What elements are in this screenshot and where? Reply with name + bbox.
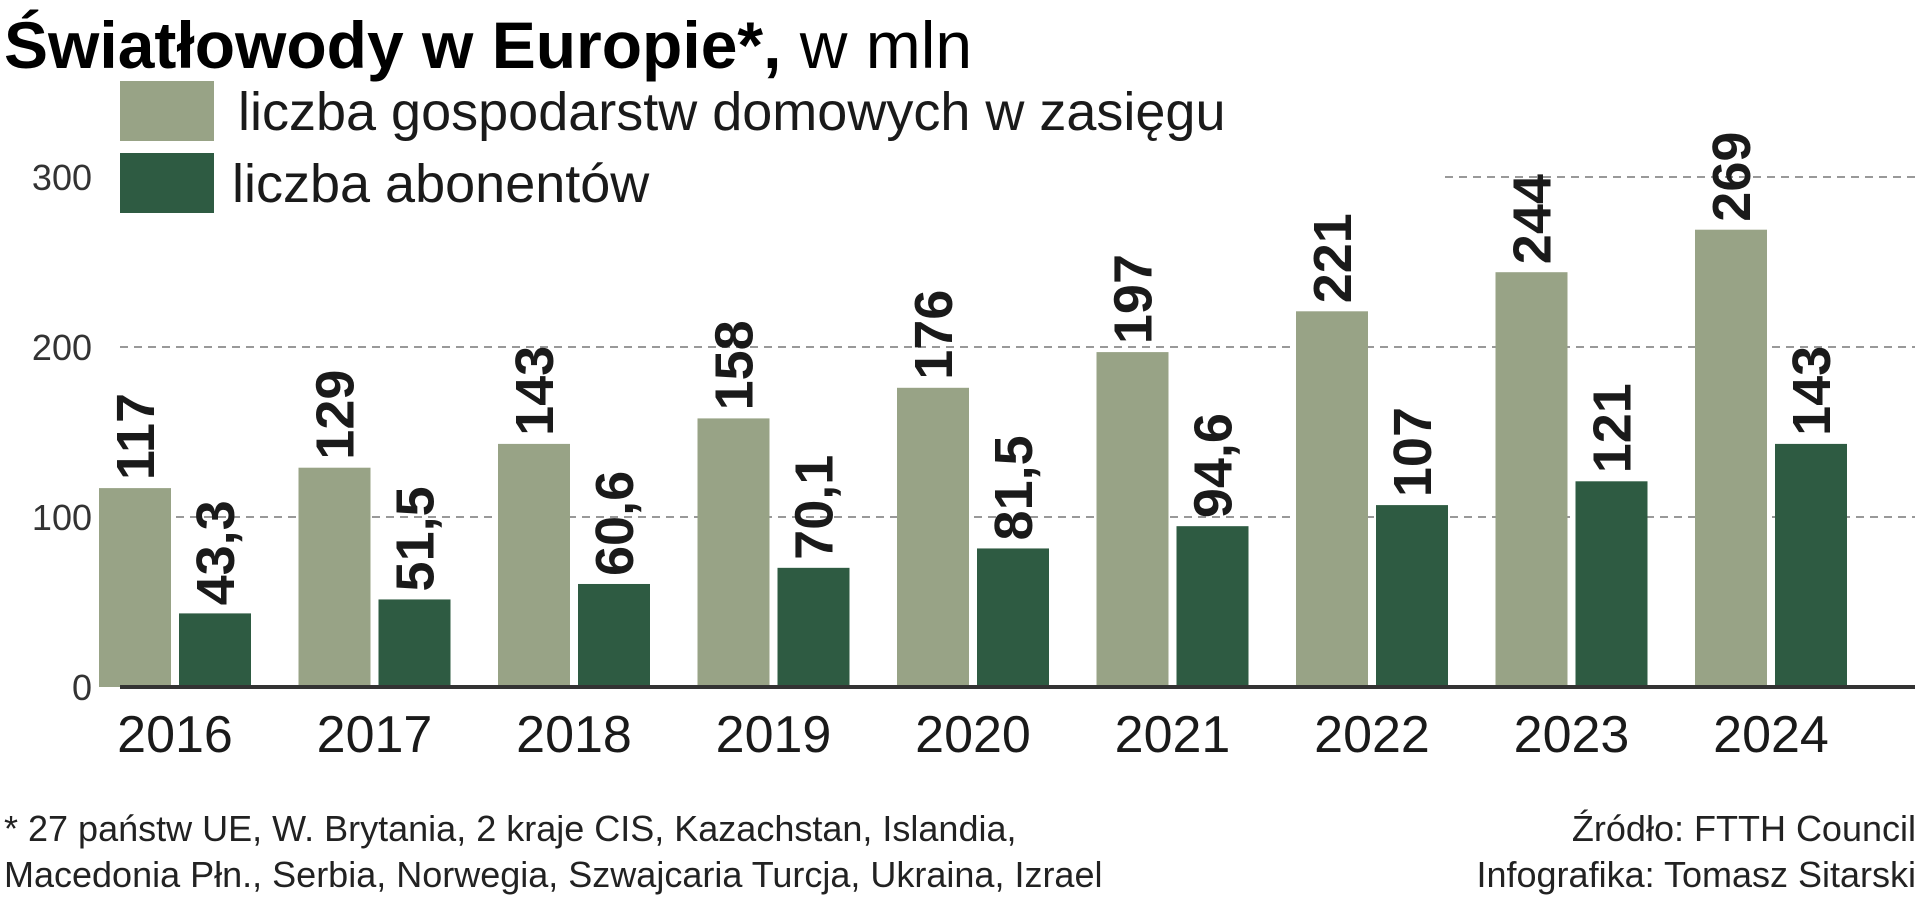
bars: 117 129 143 158 176 197 221 244 269 43,3 51,5 60,6 7…	[99, 132, 1847, 687]
x-tick-label-2019: 2019	[716, 706, 832, 764]
bar-subscribers-2024	[1775, 443, 1847, 687]
value-label-subscribers-2016: 43,3	[186, 500, 246, 605]
bar-subscribers-2023	[1575, 481, 1648, 687]
value-label-households-2019: 158	[705, 320, 765, 410]
x-tick-label-2017: 2017	[317, 706, 433, 764]
value-label-subscribers-2019: 70,1	[785, 455, 845, 560]
value-label-households-2020: 176	[904, 290, 964, 380]
bar-subscribers-2020	[977, 548, 1049, 687]
value-label-households-2023: 244	[1503, 174, 1563, 264]
bar-subscribers-2021	[1176, 526, 1249, 687]
y-tick-label-300: 300	[32, 157, 92, 198]
value-label-subscribers-2023: 121	[1583, 383, 1643, 473]
value-label-households-2016: 117	[106, 393, 166, 480]
bar-households-2024	[1695, 229, 1767, 687]
gridlines	[120, 176, 1915, 518]
value-label-households-2024: 269	[1702, 132, 1762, 222]
bar-households-2018	[498, 443, 570, 687]
value-label-subscribers-2021: 94,6	[1184, 413, 1244, 518]
bar-households-2016	[99, 488, 171, 687]
author-credit: Infografika: Tomasz Sitarski	[1476, 854, 1916, 895]
chart-title-unit: w mln	[781, 8, 972, 82]
value-label-subscribers-2018: 60,6	[585, 471, 645, 576]
y-tick-label-0: 0	[72, 667, 92, 708]
source-credit: Źródło: FTTH Council	[1571, 808, 1916, 849]
x-tick-label-2016: 2016	[117, 706, 233, 764]
footnote-line-2: Macedonia Płn., Serbia, Norwegia, Szwajc…	[4, 854, 1103, 895]
bar-subscribers-2018	[578, 583, 650, 687]
value-label-subscribers-2020: 81,5	[984, 435, 1044, 540]
chart-title-bold: Światłowody w Europie*,	[4, 8, 781, 82]
y-tick-label-100: 100	[32, 497, 92, 538]
credits: Źródło: FTTH Council Infografika: Tomasz…	[1476, 806, 1916, 898]
value-label-households-2017: 129	[306, 370, 366, 460]
value-label-households-2018: 143	[505, 346, 565, 436]
bar-households-2020	[897, 387, 969, 687]
value-label-subscribers-2017: 51,5	[386, 486, 446, 591]
value-label-households-2022: 221	[1303, 213, 1363, 303]
bar-subscribers-2016	[179, 613, 251, 687]
footnote: * 27 państw UE, W. Brytania, 2 kraje CIS…	[4, 806, 1102, 898]
bar-subscribers-2017	[378, 599, 451, 687]
legend-label-subscribers: liczba abonentów	[232, 154, 650, 214]
legend: liczba gospodarstw domowych w zasięgu lic…	[120, 81, 1225, 214]
legend-swatch-subscribers	[120, 153, 214, 213]
bar-households-2017	[298, 467, 371, 687]
x-tick-label-2024: 2024	[1713, 706, 1829, 764]
bar-households-2019	[697, 418, 770, 687]
bar-households-2023	[1495, 272, 1568, 687]
value-label-subscribers-2022: 107	[1383, 407, 1443, 497]
bar-households-2021	[1096, 352, 1169, 687]
legend-swatch-households	[120, 81, 214, 141]
footnote-line-1: * 27 państw UE, W. Brytania, 2 kraje CIS…	[4, 808, 1017, 849]
bar-households-2022	[1296, 311, 1368, 687]
x-tick-label-2020: 2020	[915, 706, 1031, 764]
chart-title: Światłowody w Europie*, w mln	[4, 8, 972, 82]
x-tick-label-2023: 2023	[1514, 706, 1630, 764]
x-tick-label-2018: 2018	[516, 706, 632, 764]
legend-label-households: liczba gospodarstw domowych w zasięgu	[238, 82, 1225, 142]
bar-subscribers-2019	[777, 567, 850, 687]
value-label-subscribers-2024: 143	[1782, 346, 1842, 436]
value-label-households-2021: 197	[1104, 254, 1164, 344]
axes: 0 100 200 300 2016 2017 2018 2019 2020 2021 2022 20…	[32, 157, 1915, 764]
x-tick-label-2022: 2022	[1314, 706, 1430, 764]
x-tick-label-2021: 2021	[1115, 706, 1231, 764]
bar-subscribers-2022	[1376, 505, 1448, 687]
y-tick-label-200: 200	[32, 327, 92, 368]
